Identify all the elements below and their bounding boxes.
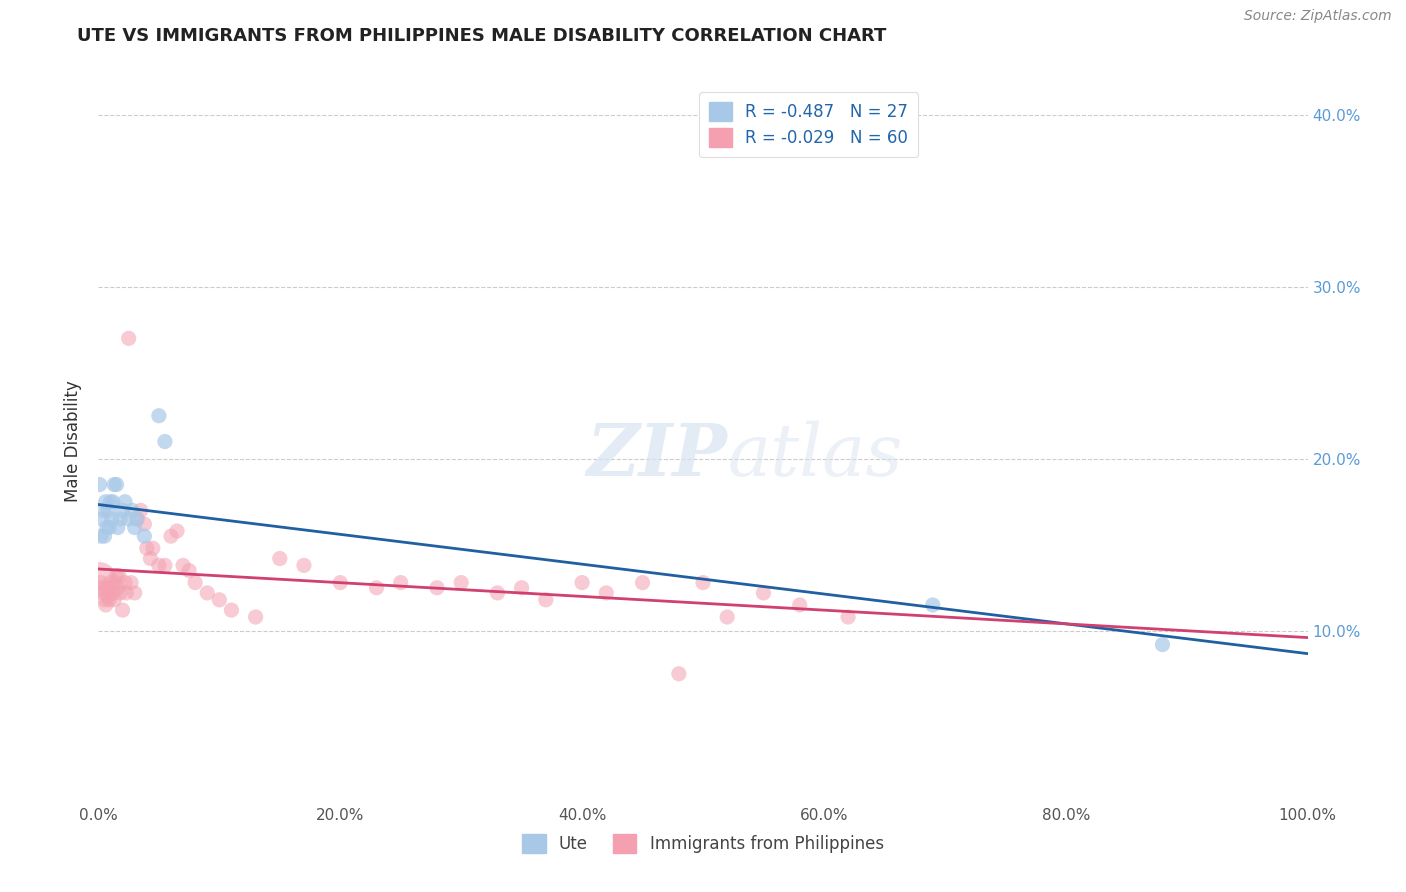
Point [96, 520, 118, 534]
Point [292, 558, 315, 573]
Point [134, 529, 156, 543]
Point [134, 517, 156, 532]
Point [111, 603, 134, 617]
Point [124, 520, 146, 534]
Point [103, 477, 125, 491]
Point [269, 551, 291, 566]
Point [595, 586, 617, 600]
Point [108, 568, 131, 582]
Point [921, 598, 943, 612]
Point [142, 541, 165, 556]
Point [631, 575, 654, 590]
Point [105, 568, 128, 582]
Point [716, 610, 738, 624]
Point [97, 590, 120, 604]
Point [148, 409, 170, 423]
Point [98, 520, 121, 534]
Point [153, 558, 176, 573]
Point [107, 581, 129, 595]
Point [148, 558, 170, 573]
Text: UTE VS IMMIGRANTS FROM PHILIPPINES MALE DISABILITY CORRELATION CHART: UTE VS IMMIGRANTS FROM PHILIPPINES MALE … [77, 27, 887, 45]
Point [124, 586, 146, 600]
Point [329, 575, 352, 590]
Point [389, 575, 412, 590]
Point [100, 494, 122, 508]
Point [366, 581, 388, 595]
Point [450, 575, 472, 590]
Point [245, 610, 267, 624]
Point [91, 581, 114, 595]
Point [96, 581, 118, 595]
Point [118, 512, 141, 526]
Point [1152, 638, 1174, 652]
Point [129, 503, 152, 517]
Point [91, 503, 114, 517]
Point [93, 529, 115, 543]
Point [100, 575, 122, 590]
Point [510, 581, 533, 595]
Point [534, 592, 557, 607]
Point [89, 477, 111, 491]
Point [91, 512, 114, 526]
Point [208, 592, 231, 607]
Point [108, 586, 131, 600]
Point [101, 494, 124, 508]
Point [135, 541, 157, 556]
Point [114, 575, 136, 590]
Point [98, 592, 121, 607]
Point [104, 575, 127, 590]
Point [153, 434, 176, 449]
Text: atlas: atlas [727, 421, 903, 491]
Point [166, 524, 188, 538]
Point [94, 598, 117, 612]
Point [100, 581, 122, 595]
Point [90, 529, 112, 543]
Point [103, 592, 125, 607]
Point [111, 503, 134, 517]
Point [100, 512, 122, 526]
Point [101, 586, 124, 600]
Point [139, 551, 162, 566]
Point [90, 575, 112, 590]
Y-axis label: Male Disability: Male Disability [65, 381, 83, 502]
Point [121, 503, 143, 517]
Point [692, 575, 714, 590]
Point [108, 512, 131, 526]
Point [160, 529, 183, 543]
Text: ZIP: ZIP [586, 420, 727, 491]
Point [127, 512, 149, 526]
Point [789, 598, 811, 612]
Point [115, 586, 138, 600]
Point [486, 586, 509, 600]
Point [118, 331, 141, 345]
Point [89, 572, 111, 586]
Point [668, 666, 690, 681]
Text: Source: ZipAtlas.com: Source: ZipAtlas.com [1244, 9, 1392, 23]
Point [221, 603, 243, 617]
Point [120, 575, 142, 590]
Point [184, 575, 207, 590]
Point [426, 581, 449, 595]
Point [571, 575, 593, 590]
Point [94, 494, 117, 508]
Point [107, 520, 129, 534]
Point [752, 586, 775, 600]
Point [179, 564, 201, 578]
Point [114, 494, 136, 508]
Point [93, 592, 115, 607]
Point [172, 558, 194, 573]
Point [105, 477, 128, 491]
Point [97, 503, 120, 517]
Point [127, 512, 149, 526]
Point [91, 586, 114, 600]
Legend: Ute, Immigrants from Philippines: Ute, Immigrants from Philippines [516, 827, 890, 860]
Point [837, 610, 859, 624]
Point [195, 586, 218, 600]
